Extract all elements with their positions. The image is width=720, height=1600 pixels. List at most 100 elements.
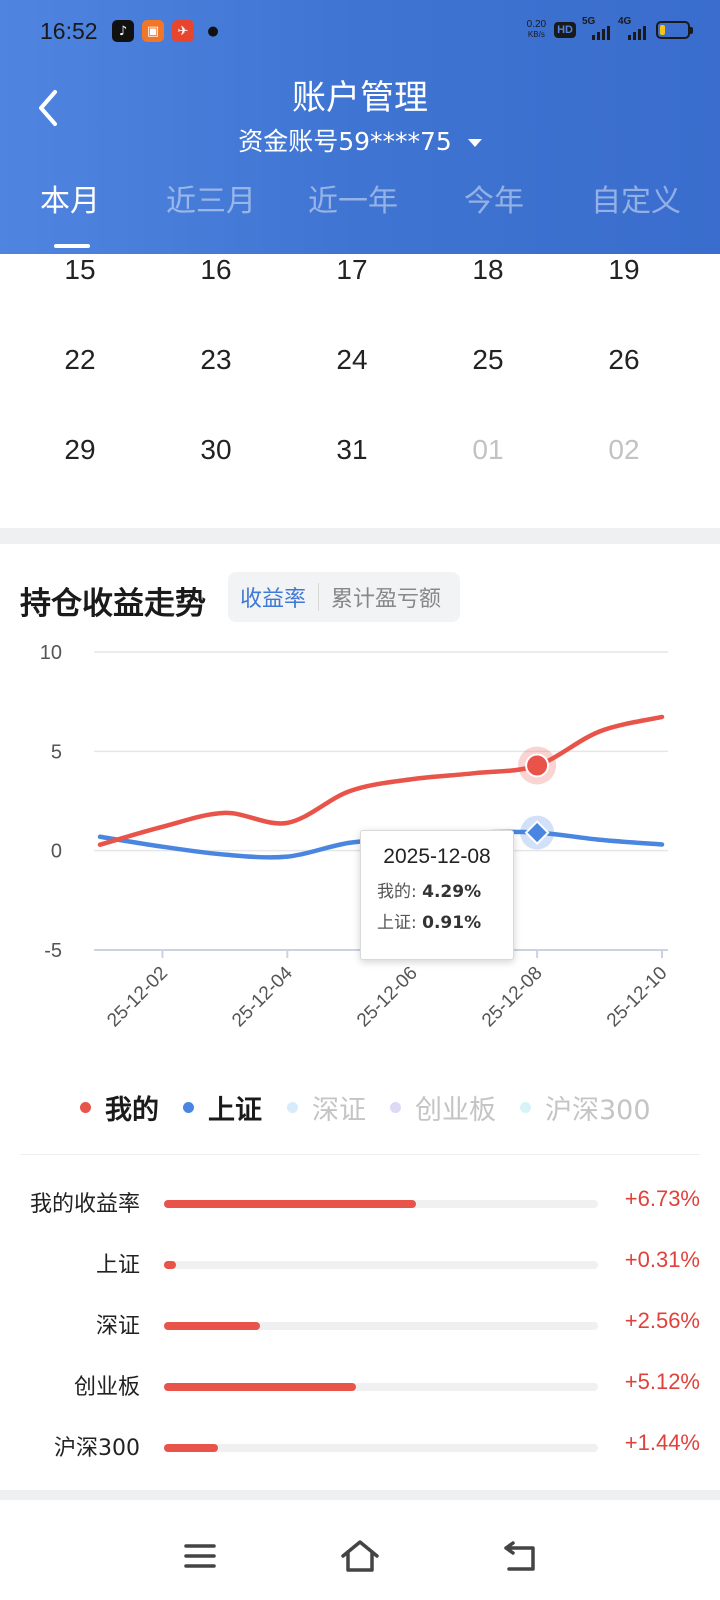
calendar-day[interactable]: 30 <box>200 434 232 465</box>
toggle-cumulative-pnl[interactable]: 累计盈亏额 <box>331 587 442 612</box>
y-tick-label: 5 <box>51 741 62 763</box>
account-number: 资金账号59****75 <box>238 127 452 156</box>
net-speed-value: 0.20 <box>526 19 547 30</box>
legend-sh[interactable]: 上证 <box>183 1088 262 1127</box>
comparison-track <box>164 1322 598 1330</box>
legend-label: 创业板 <box>415 1095 496 1126</box>
tooltip-value-sh: 0.91% <box>422 913 482 933</box>
comparison-fill <box>164 1322 260 1330</box>
calendar-day[interactable]: 18 <box>472 254 504 285</box>
legend-label: 深证 <box>312 1095 366 1126</box>
comparison-label: 我的收益率 <box>29 1192 140 1217</box>
comparison-track <box>164 1200 598 1208</box>
tab-custom[interactable]: 自定义 <box>591 184 681 219</box>
legend-label: 我的 <box>105 1095 159 1126</box>
calendar-day[interactable]: 29 <box>64 434 96 465</box>
system-nav-bar <box>0 1500 720 1600</box>
calendar-day[interactable]: 17 <box>336 254 368 285</box>
calendar-day[interactable]: 15 <box>64 254 96 285</box>
signal-4g-icon: 4G <box>618 16 648 40</box>
legend-sz[interactable]: 深证 <box>287 1088 366 1127</box>
legend-label: 上证 <box>208 1095 262 1126</box>
calendar-day[interactable]: 31 <box>336 434 368 465</box>
legend-hs300[interactable]: 沪深300 <box>520 1088 651 1127</box>
calendar-day[interactable]: 19 <box>608 254 640 285</box>
comparison-track <box>164 1383 598 1391</box>
status-bar: 16:52 ♪ ▣ ✈ ● 0.20 KB/s HD 5G 4G <box>0 0 720 66</box>
menu-icon <box>184 1544 216 1568</box>
toggle-return-rate[interactable]: 收益率 <box>240 587 307 612</box>
tab-one-year[interactable]: 近一年 <box>308 184 398 219</box>
return-trend-chart[interactable]: 10 5 0 -5 25-12-02 25-12-04 25-12-06 25-12-08 25… <box>0 640 720 1060</box>
comparison-fill <box>164 1200 416 1208</box>
calendar-grid: 15 16 17 18 19 22 23 24 25 26 29 30 31 0… <box>0 254 720 528</box>
comparison-track <box>164 1444 598 1452</box>
signal-4g-label: 4G <box>618 16 632 27</box>
x-tick-label: 25-12-02 <box>103 963 172 1032</box>
chevron-left-icon <box>39 90 57 126</box>
comparison-label: 创业板 <box>73 1375 140 1400</box>
tooltip-row-sh: 上证: 0.91% <box>377 908 497 933</box>
tooltip-label-sh: 上证: <box>377 913 417 933</box>
signal-5g-label: 5G <box>582 16 596 27</box>
legend-dot <box>520 1102 531 1113</box>
tooltip-value-mine: 4.29% <box>422 882 482 902</box>
comparison-value: +2.56% <box>624 1308 700 1333</box>
home-button[interactable] <box>340 1536 380 1576</box>
comparison-value: +1.44% <box>624 1430 700 1455</box>
series-line-mine <box>97 714 665 847</box>
net-speed-unit: KB/s <box>527 30 545 39</box>
back-button[interactable] <box>28 86 68 130</box>
chart-legend: 我的 上证 深证 创业板 沪深300 <box>0 1088 720 1128</box>
comparison-value: +0.31% <box>624 1247 700 1272</box>
x-tick-label: 25-12-06 <box>353 963 422 1032</box>
calendar-day[interactable]: 24 <box>336 344 368 375</box>
back-nav-button[interactable] <box>500 1536 540 1576</box>
tab-this-month[interactable]: 本月 <box>40 184 100 219</box>
x-tick-label: 25-12-04 <box>228 962 297 1031</box>
legend-mine[interactable]: 我的 <box>80 1088 159 1127</box>
comparison-row: 创业板 +5.12% <box>0 1369 720 1409</box>
calendar-day-next-month[interactable]: 02 <box>608 434 640 465</box>
status-indicators: 0.20 KB/s HD 5G 4G <box>527 16 693 40</box>
comparison-label: 沪深300 <box>54 1436 140 1461</box>
comparison-label: 上证 <box>95 1253 140 1278</box>
comparison-row: 深证 +2.56% <box>0 1308 720 1348</box>
calendar-day[interactable]: 25 <box>472 344 504 375</box>
tooltip-date: 2025-12-08 <box>383 845 491 868</box>
page-title: 账户管理 <box>292 78 428 118</box>
section-separator <box>0 1490 720 1502</box>
section-title: 持仓收益走势 <box>20 586 206 622</box>
account-selector[interactable]: 资金账号59****75 <box>0 122 720 158</box>
highlight-point-sh <box>524 820 550 846</box>
message-app-icon: ✈ <box>172 20 194 42</box>
calendar-day[interactable]: 16 <box>200 254 232 285</box>
section-separator <box>0 528 720 544</box>
active-tab-indicator <box>54 244 90 248</box>
comparison-row: 上证 +0.31% <box>0 1247 720 1287</box>
comparison-fill <box>164 1261 176 1269</box>
comparison-value: +5.12% <box>624 1369 700 1394</box>
tab-three-months[interactable]: 近三月 <box>166 184 256 219</box>
tiktok-icon: ♪ <box>112 20 134 42</box>
comparison-track <box>164 1261 598 1269</box>
home-icon <box>341 1540 379 1572</box>
y-tick-label: 0 <box>51 841 62 863</box>
tooltip-label-mine: 我的: <box>377 882 417 902</box>
y-tick-label: -5 <box>44 940 62 962</box>
calendar-day[interactable]: 23 <box>200 344 232 375</box>
legend-dot <box>80 1102 91 1113</box>
net-speed: 0.20 KB/s <box>527 20 546 40</box>
calendar-day[interactable]: 26 <box>608 344 640 375</box>
calendar-day-next-month[interactable]: 01 <box>472 434 504 465</box>
tab-this-year[interactable]: 今年 <box>464 184 524 219</box>
legend-chinext[interactable]: 创业板 <box>390 1088 496 1127</box>
calendar-day[interactable]: 22 <box>64 344 96 375</box>
metric-toggle: 收益率 累计盈亏额 <box>228 572 460 622</box>
dropdown-caret-icon <box>467 139 482 147</box>
highlight-point-mine <box>525 753 550 778</box>
comparison-fill <box>164 1444 218 1452</box>
menu-button[interactable] <box>180 1536 220 1576</box>
wechat-icon: ● <box>207 23 219 39</box>
x-tick-label: 25-12-08 <box>478 963 547 1032</box>
